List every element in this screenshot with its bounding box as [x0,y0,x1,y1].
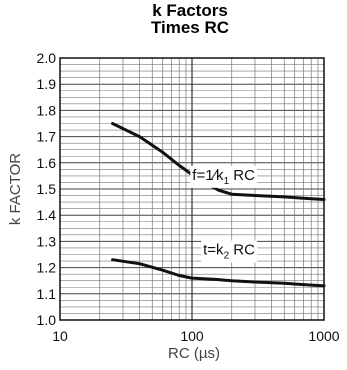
y-tick-label: 1.9 [37,76,57,92]
y-tick-label: 1.7 [37,129,57,145]
x-tick-label: 1000 [308,328,339,344]
series-label-1: f=1⁄k1 RC [192,167,255,187]
series-label-2: t=k2 RC [203,242,255,262]
chart-title-line1: k Factors [152,1,228,20]
series-line-2 [111,258,326,288]
plot-frame [59,57,325,321]
y-tick-label: 1.8 [37,102,57,118]
y-tick-label: 1.1 [37,286,57,302]
series-label-backdrop [190,165,258,188]
labels: 2.0 1.9 1.8 1.7 1.6 1.5 1.4 1.3 1.2 1.1 1.010 100 10… [7,50,340,362]
y-tick-label: 1.3 [37,233,57,249]
chart-title-line2: Times RC [150,18,230,37]
y-tick-label: 1.4 [37,207,57,223]
axes [59,57,325,321]
y-tick-label: 1.6 [37,155,57,171]
series-line-1 [111,122,326,201]
x-axis-label: RC (µs) [168,345,220,362]
y-tick-label: 1.5 [37,181,57,197]
y-tick-label: 1.2 [37,260,57,276]
y-tick-label: 2.0 [37,50,57,66]
y-tick-label: 1.0 [37,312,57,328]
x-tick-label: 10 [52,328,68,344]
x-tick-label: 100 [180,328,204,344]
grid [60,58,324,320]
y-axis-label: k FACTOR [7,153,24,225]
series-label-backdrop [201,240,258,263]
chart-title: k Factors Times RC [0,2,347,36]
